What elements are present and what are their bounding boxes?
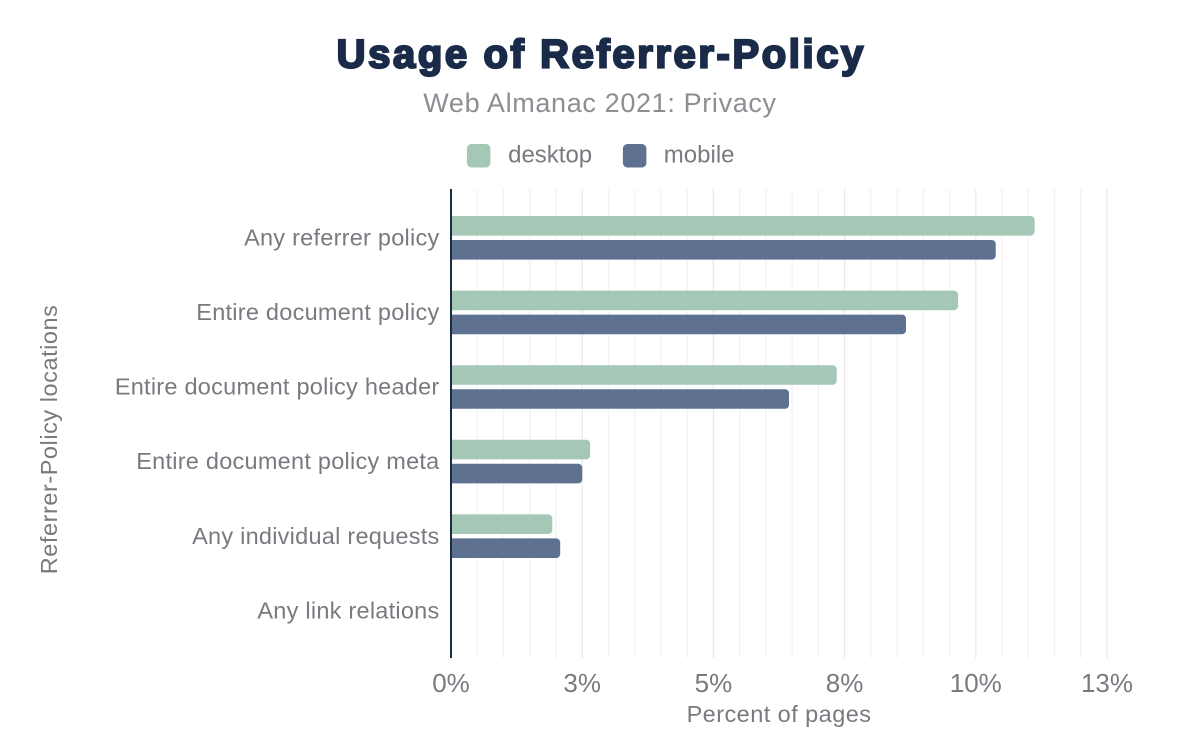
- svg-text:3%: 3%: [563, 668, 601, 698]
- svg-text:Web Almanac 2021: Privacy: Web Almanac 2021: Privacy: [423, 88, 776, 118]
- svg-text:Percent of pages: Percent of pages: [687, 701, 872, 727]
- svg-text:13%: 13%: [1081, 668, 1133, 698]
- svg-text:8%: 8%: [826, 668, 864, 698]
- svg-text:Entire document policy: Entire document policy: [196, 299, 439, 325]
- svg-text:5%: 5%: [695, 668, 733, 698]
- svg-text:0%: 0%: [432, 668, 470, 698]
- svg-text:10%: 10%: [950, 668, 1002, 698]
- svg-text:desktop: desktop: [508, 141, 592, 168]
- svg-text:Usage of Referrer-Policy: Usage of Referrer-Policy: [337, 33, 866, 77]
- svg-text:Any referrer policy: Any referrer policy: [244, 224, 439, 250]
- svg-text:Any individual requests: Any individual requests: [192, 523, 439, 549]
- svg-text:mobile: mobile: [664, 141, 735, 168]
- svg-text:Entire document policy meta: Entire document policy meta: [136, 448, 440, 474]
- svg-text:Entire document policy header: Entire document policy header: [115, 374, 440, 400]
- svg-text:Any link relations: Any link relations: [257, 597, 439, 623]
- svg-text:Referrer-Policy locations: Referrer-Policy locations: [36, 305, 62, 575]
